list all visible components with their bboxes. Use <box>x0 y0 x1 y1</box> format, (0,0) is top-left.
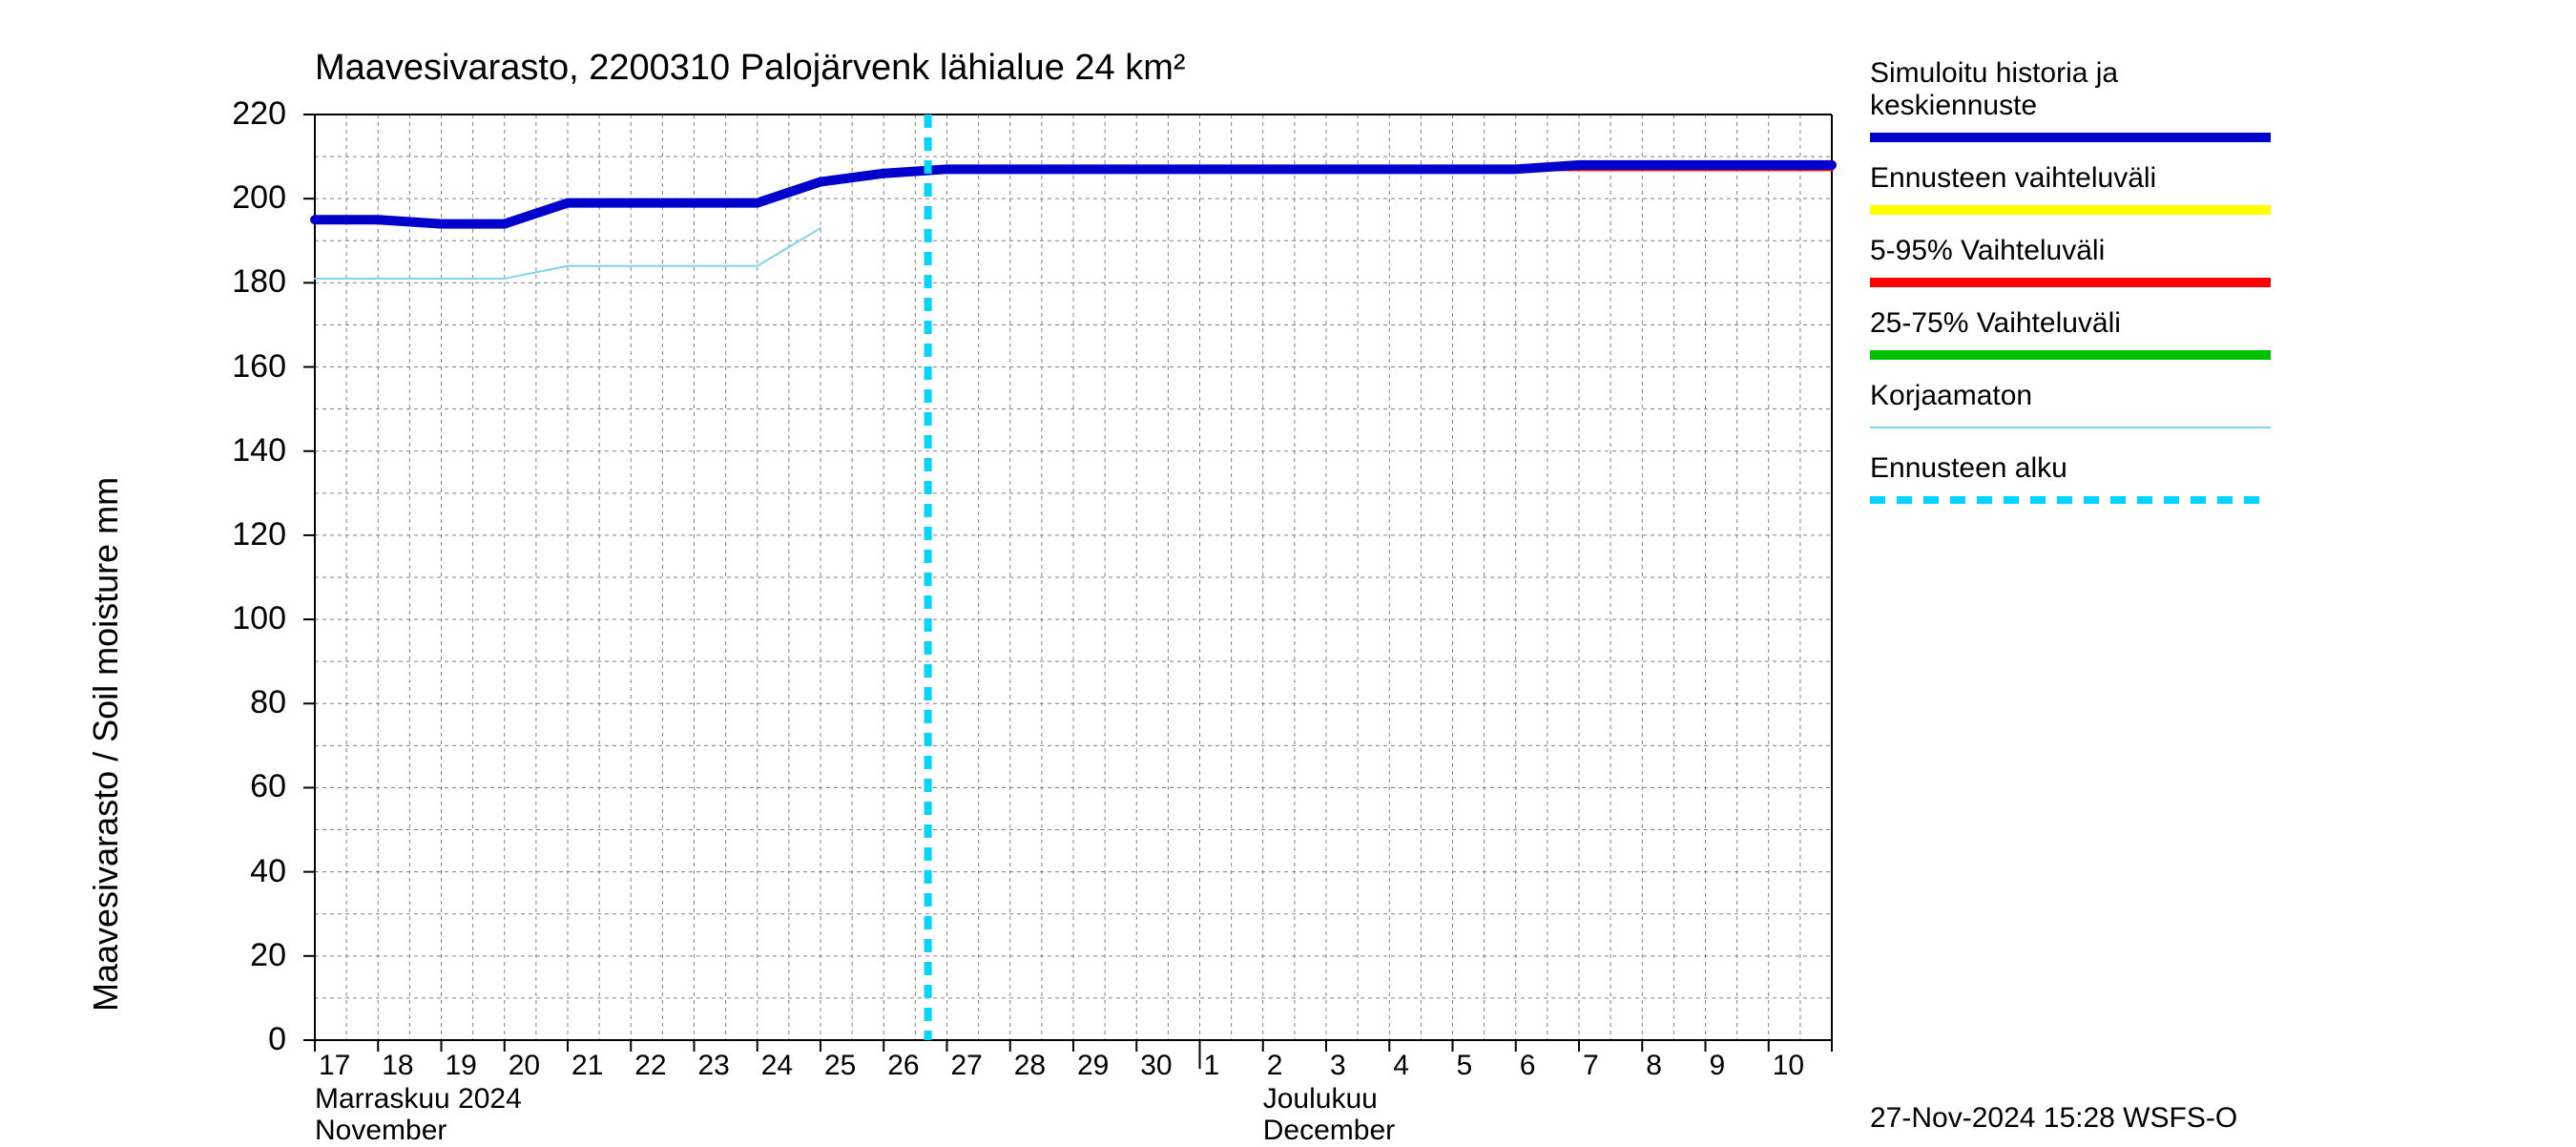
x-tick: 22 <box>634 1050 666 1082</box>
legend-swatch <box>1870 418 2271 437</box>
x-tick: 4 <box>1393 1050 1409 1082</box>
x-tick: 18 <box>382 1050 413 1082</box>
y-tick: 220 <box>172 95 286 133</box>
legend-label: Ennusteen vaihteluväli <box>1870 162 2156 195</box>
month2-en: December <box>1263 1115 1395 1147</box>
y-tick: 60 <box>172 768 286 805</box>
legend-label: Simuloitu historia ja <box>1870 57 2118 90</box>
x-tick: 5 <box>1457 1050 1473 1082</box>
x-tick: 2 <box>1267 1050 1283 1082</box>
y-tick: 100 <box>172 600 286 637</box>
x-tick: 30 <box>1140 1050 1172 1082</box>
legend-swatch <box>1870 200 2271 219</box>
y-tick: 200 <box>172 179 286 217</box>
x-tick: 24 <box>761 1050 793 1082</box>
y-tick: 120 <box>172 516 286 553</box>
legend-swatch <box>1870 345 2271 365</box>
x-tick: 9 <box>1710 1050 1726 1082</box>
x-tick: 17 <box>319 1050 350 1082</box>
y-tick: 0 <box>172 1021 286 1058</box>
x-tick: 10 <box>1773 1050 1804 1082</box>
y-tick: 160 <box>172 348 286 386</box>
legend-label: Ennusteen alku <box>1870 452 2067 485</box>
x-tick: 8 <box>1646 1050 1662 1082</box>
legend-swatch <box>1870 128 2271 147</box>
x-tick: 28 <box>1014 1050 1046 1082</box>
chart-container: Maavesivarasto, 2200310 Palojärvenk lähi… <box>0 0 2576 1145</box>
legend-label: 5-95% Vaihteluväli <box>1870 235 2105 267</box>
y-tick: 40 <box>172 853 286 890</box>
y-tick: 20 <box>172 937 286 974</box>
x-tick: 29 <box>1077 1050 1109 1082</box>
x-tick: 7 <box>1583 1050 1599 1082</box>
y-tick: 180 <box>172 263 286 301</box>
month1-en: November <box>315 1115 447 1147</box>
y-tick: 80 <box>172 684 286 721</box>
legend-swatch <box>1870 490 2271 510</box>
x-tick: 6 <box>1520 1050 1536 1082</box>
x-tick: 20 <box>509 1050 540 1082</box>
legend-label: 25-75% Vaihteluväli <box>1870 307 2121 340</box>
plot-area <box>0 0 2576 1145</box>
x-tick: 21 <box>571 1050 603 1082</box>
legend-label: keskiennuste <box>1870 90 2037 122</box>
y-tick: 140 <box>172 432 286 469</box>
x-tick: 26 <box>887 1050 919 1082</box>
month2-fi: Joulukuu <box>1263 1083 1378 1116</box>
x-tick: 19 <box>446 1050 477 1082</box>
x-tick: 3 <box>1330 1050 1346 1082</box>
x-tick: 1 <box>1204 1050 1220 1082</box>
x-tick: 27 <box>951 1050 983 1082</box>
x-tick: 23 <box>698 1050 730 1082</box>
legend-swatch <box>1870 273 2271 292</box>
footer-timestamp: 27-Nov-2024 15:28 WSFS-O <box>1870 1102 2237 1135</box>
x-tick: 25 <box>824 1050 856 1082</box>
month1-fi: Marraskuu 2024 <box>315 1083 522 1116</box>
legend-label: Korjaamaton <box>1870 380 2032 412</box>
